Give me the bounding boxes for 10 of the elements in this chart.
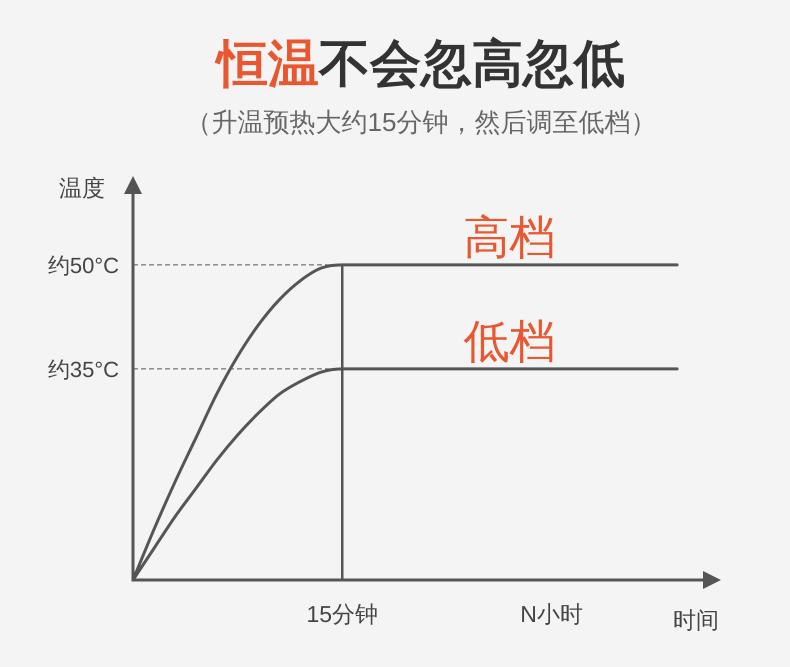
- x-axis-title: 时间: [673, 607, 719, 633]
- series-label: 低档: [464, 314, 556, 367]
- chart-title: 恒温不会忽高忽低: [214, 35, 625, 92]
- x-tick-label: N小时: [520, 601, 583, 627]
- x-tick-label: 15分钟: [306, 601, 378, 627]
- chart-subtitle: （升温预热大约15分钟，然后调至低档）: [186, 107, 656, 137]
- ref-line-label: 约50°C: [48, 252, 120, 278]
- series-label: 高档: [464, 210, 556, 263]
- ref-line-label: 约35°C: [48, 356, 120, 382]
- y-axis-title: 温度: [59, 175, 105, 201]
